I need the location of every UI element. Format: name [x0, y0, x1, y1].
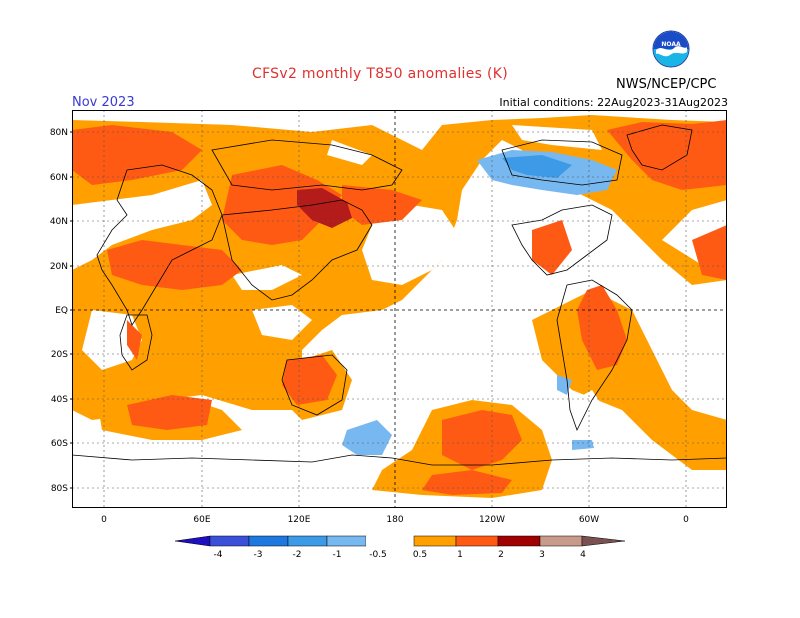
- legend-label: 1: [457, 550, 463, 560]
- lat-label: EQ: [55, 306, 68, 316]
- lat-label: 40S: [51, 395, 68, 405]
- legend-swatch: [539, 535, 583, 547]
- equator-and-dateline: [72, 110, 727, 508]
- chart-title: CFSv2 monthly T850 anomalies (K): [252, 66, 508, 82]
- anomaly-map: [72, 110, 727, 508]
- svg-text:NOAA: NOAA: [661, 41, 681, 48]
- anomaly-field-1: [72, 120, 727, 495]
- initial-conditions: Initial conditions: 22Aug2023-31Aug2023: [499, 96, 728, 109]
- legend-arrow-high: [581, 535, 625, 547]
- lon-label: 0: [683, 515, 689, 525]
- lat-label: 20N: [50, 262, 68, 272]
- legend-swatch: [413, 535, 457, 547]
- lon-label: 60E: [193, 515, 210, 525]
- anomaly-field-2: [297, 188, 352, 228]
- legend-label: -1: [333, 550, 342, 560]
- negative-anomaly-fields: [342, 150, 617, 455]
- lon-label: 120E: [288, 515, 311, 525]
- noaa-logo: NOAA: [652, 30, 690, 68]
- lat-label: 60S: [51, 439, 68, 449]
- graticule: [72, 110, 727, 508]
- legend-swatch: [497, 535, 541, 547]
- legend-label: 4: [580, 550, 586, 560]
- legend-label: 2: [498, 550, 504, 560]
- lat-label: 40N: [50, 217, 68, 227]
- map-frame: [72, 110, 727, 508]
- legend-swatch: [455, 535, 499, 547]
- legend-label: -3: [254, 550, 263, 560]
- lat-label: 80N: [50, 128, 68, 138]
- coastlines: [72, 124, 727, 466]
- lon-label: 0: [101, 515, 107, 525]
- color-legend: -4 -3 -2 -1 -0.5 0.5 1 2 3 4: [175, 535, 625, 560]
- lon-label: 120W: [479, 515, 505, 525]
- legend-label: 3: [539, 550, 545, 560]
- lat-label: 60N: [50, 173, 68, 183]
- agency-label: NWS/NCEP/CPC: [616, 77, 717, 92]
- forecast-month: Nov 2023: [72, 95, 135, 110]
- legend-swatch: [209, 535, 250, 547]
- lon-label: 60W: [579, 515, 599, 525]
- legend-label: 0.5: [413, 550, 427, 560]
- legend-swatch: [326, 535, 367, 547]
- legend-swatch: [366, 536, 414, 546]
- legend-swatch: [248, 535, 289, 547]
- legend-label: -4: [214, 550, 223, 560]
- legend-label: -2: [293, 550, 302, 560]
- legend-label: -0.5: [369, 550, 387, 560]
- lat-label: 20S: [51, 350, 68, 360]
- legend-arrow-low: [175, 535, 211, 547]
- lat-label: 80S: [51, 484, 68, 494]
- legend-swatch: [287, 535, 328, 547]
- latitude-axis: 80N 60N 40N 20N EQ 20S 40S 60S 80S: [50, 128, 72, 494]
- lon-label: 180: [386, 515, 403, 525]
- longitude-axis: 0 60E 120E 180 120W 60W 0: [101, 515, 689, 525]
